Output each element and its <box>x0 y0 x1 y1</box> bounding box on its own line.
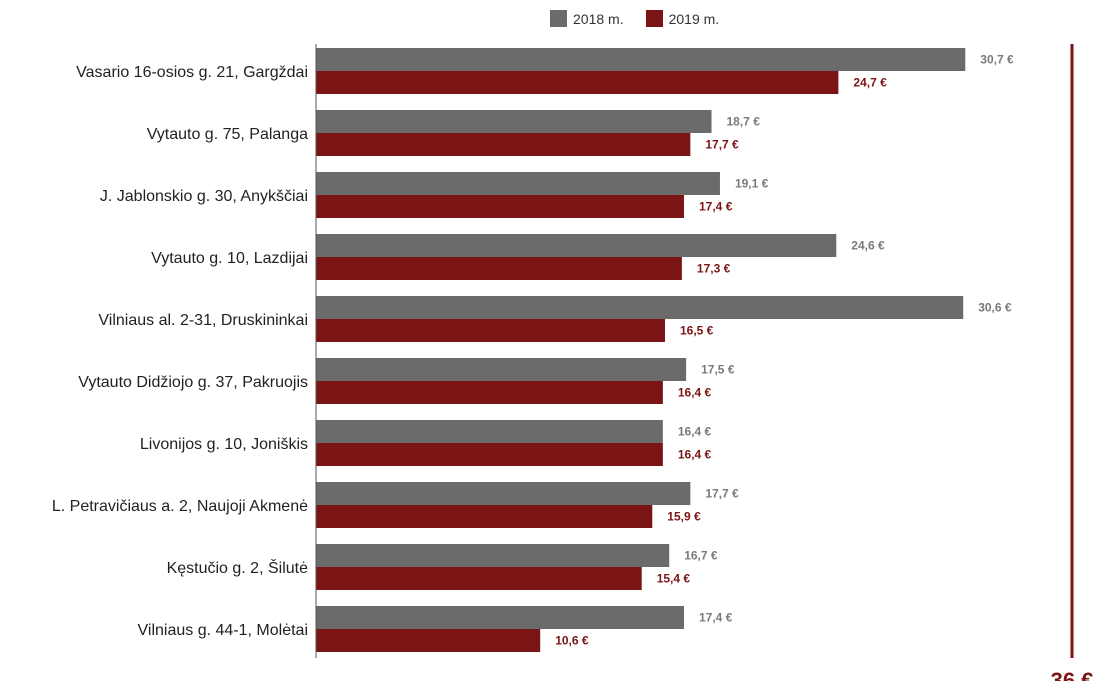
bar-2019 <box>316 319 665 342</box>
category-label: J. Jablonskio g. 30, Anykščiai <box>100 188 308 205</box>
data-label-2018: 17,4 € <box>699 611 733 625</box>
category-label: Vasario 16-osios g. 21, Gargždai <box>76 64 308 81</box>
data-label-2019: 15,4 € <box>657 572 691 586</box>
category-label: Livonijos g. 10, Joniškis <box>140 436 308 453</box>
data-label-2019: 17,7 € <box>705 138 739 152</box>
data-label-2018: 18,7 € <box>727 115 761 129</box>
data-label-2019: 10,6 € <box>555 634 589 648</box>
legend-label-2018: 2018 m. <box>573 10 624 27</box>
data-label-2018: 16,7 € <box>684 549 718 563</box>
category-label: Vilniaus al. 2-31, Druskininkai <box>98 312 308 329</box>
data-label-2018: 19,1 € <box>735 177 769 191</box>
bar-2019 <box>316 133 691 156</box>
bar-2019 <box>316 381 663 404</box>
legend-label-2019: 2019 m. <box>668 10 720 27</box>
bar-2018 <box>316 234 837 257</box>
data-label-2018: 17,5 € <box>701 363 735 377</box>
bar-2019 <box>316 257 682 280</box>
legend-swatch-2019 <box>645 10 663 27</box>
bar-2018 <box>316 482 691 505</box>
category-label: L. Petravičiaus a. 2, Naujoji Akmenė <box>52 498 308 515</box>
category-label: Kęstučio g. 2, Šilutė <box>167 558 309 577</box>
bar-2018 <box>316 358 687 381</box>
data-label-2019: 17,3 € <box>697 262 731 276</box>
bar-2018 <box>316 544 670 567</box>
data-label-2018: 17,7 € <box>705 487 739 501</box>
data-label-2018: 30,7 € <box>980 53 1014 67</box>
bar-2018 <box>316 606 685 629</box>
data-label-2019: 16,4 € <box>678 448 712 462</box>
category-label: Vilniaus g. 44-1, Molėtai <box>138 622 308 639</box>
bar-2019 <box>316 443 663 466</box>
bar-2018 <box>316 172 720 195</box>
bar-2018 <box>316 420 663 443</box>
bar-2019 <box>316 505 653 528</box>
bar-2019 <box>316 71 839 94</box>
bar-2018 <box>316 48 966 71</box>
bar-2019 <box>316 195 685 218</box>
data-label-2019: 16,4 € <box>678 386 712 400</box>
legend: 2018 m. 2019 m. <box>550 10 719 27</box>
legend-item-2018: 2018 m. <box>550 10 624 27</box>
category-label: Vytauto Didžiojo g. 37, Pakruojis <box>78 374 308 391</box>
data-label-2019: 16,5 € <box>680 324 714 338</box>
legend-item-2019: 2019 m. <box>645 10 720 27</box>
bar-2018 <box>316 296 964 319</box>
bar-2019 <box>316 629 541 652</box>
bar-2018 <box>316 110 712 133</box>
data-label-2019: 17,4 € <box>699 200 733 214</box>
data-label-2019: 24,7 € <box>853 76 887 90</box>
data-label-2018: 24,6 € <box>851 239 885 253</box>
category-label: Vytauto g. 75, Palanga <box>147 126 308 143</box>
data-label-2019: 15,9 € <box>667 510 701 524</box>
bar-2019 <box>316 567 642 590</box>
legend-swatch-2018 <box>550 10 567 27</box>
data-label-2018: 30,6 € <box>978 301 1012 315</box>
category-label: Vytauto g. 10, Lazdijai <box>151 250 308 267</box>
max-marker-label: 36 € <box>1051 668 1094 681</box>
data-label-2018: 16,4 € <box>678 425 712 439</box>
